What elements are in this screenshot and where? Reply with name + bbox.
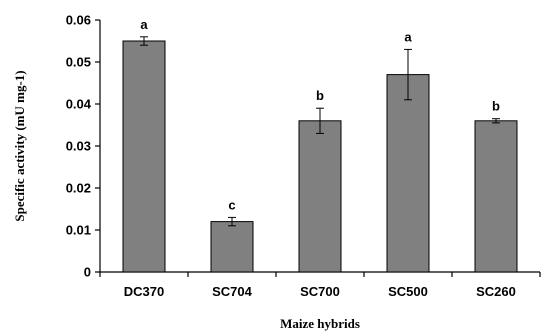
- bar-dc370: [122, 40, 166, 273]
- significance-letter: a: [140, 17, 148, 32]
- significance-letter: c: [228, 197, 235, 212]
- y-tick-label: 0.05: [66, 55, 91, 70]
- x-tick-label: SC260: [476, 284, 516, 299]
- bar-sc500: [386, 74, 430, 273]
- x-tick-label: SC700: [300, 284, 340, 299]
- y-tick-label: 0.02: [66, 181, 91, 196]
- x-tick-label: DC370: [124, 284, 164, 299]
- significance-letter: a: [404, 29, 412, 44]
- y-tick-label: 0: [84, 265, 91, 280]
- y-tick-label: 0.01: [66, 223, 91, 238]
- error-bars: [140, 36, 500, 227]
- x-tick-label: SC500: [388, 284, 428, 299]
- bar-sc700: [298, 120, 342, 273]
- x-tick-label: SC704: [212, 284, 253, 299]
- y-tick-label: 0.03: [66, 139, 91, 154]
- significance-letter: b: [316, 88, 324, 103]
- bar-sc704: [210, 221, 254, 273]
- significance-labels: a c b a b: [140, 17, 500, 213]
- y-tick-label: 0.06: [66, 13, 91, 28]
- y-tick-label: 0.04: [66, 97, 92, 112]
- x-axis: DC370 SC704 SC700 SC500 SC260: [99, 271, 541, 299]
- x-axis-title: Maize hybrids: [280, 316, 360, 331]
- bars: [122, 40, 518, 273]
- significance-letter: b: [492, 99, 500, 114]
- y-axis-title: Specific activity (mU mg-1): [12, 70, 27, 221]
- bar-sc260: [474, 120, 518, 273]
- y-axis: 0 0.01 0.02 0.03 0.04 0.05 0.06: [66, 13, 101, 280]
